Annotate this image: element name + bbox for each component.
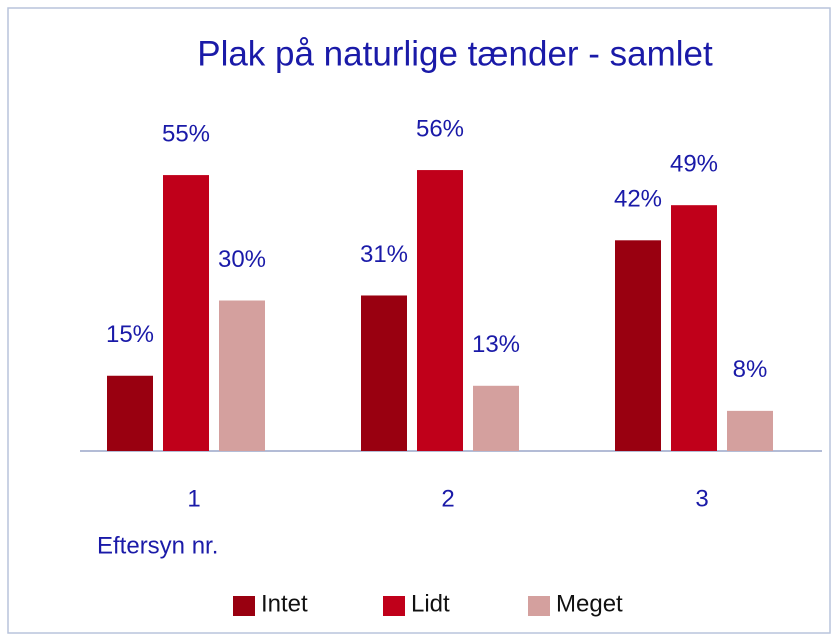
data-label: 15% (106, 321, 154, 348)
bar (473, 385, 519, 451)
bar (727, 410, 773, 451)
x-tick-label: 2 (441, 485, 454, 512)
legend-swatch (528, 596, 550, 616)
data-label: 56% (416, 115, 464, 142)
legend-swatch (383, 596, 405, 616)
data-label: 55% (162, 120, 210, 147)
bar (417, 170, 463, 452)
data-label: 8% (733, 356, 768, 383)
chart-title: Plak på naturlige tænder - samlet (197, 34, 713, 73)
legend-label: Intet (261, 590, 308, 617)
data-label: 49% (670, 151, 718, 178)
data-label: 13% (472, 331, 520, 358)
bar (219, 300, 265, 451)
data-label: 31% (360, 241, 408, 268)
x-tick-label: 1 (187, 485, 200, 512)
data-label: 30% (218, 246, 266, 273)
x-axis-label: Eftersyn nr. (97, 532, 218, 559)
data-label: 42% (614, 186, 662, 213)
bar (615, 240, 661, 451)
bar (163, 175, 209, 452)
legend-label: Lidt (411, 590, 450, 617)
bar (671, 205, 717, 451)
x-tick-label: 3 (695, 485, 708, 512)
legend-label: Meget (556, 590, 623, 617)
bar (107, 375, 153, 451)
legend-swatch (233, 596, 255, 616)
bar (361, 295, 407, 451)
